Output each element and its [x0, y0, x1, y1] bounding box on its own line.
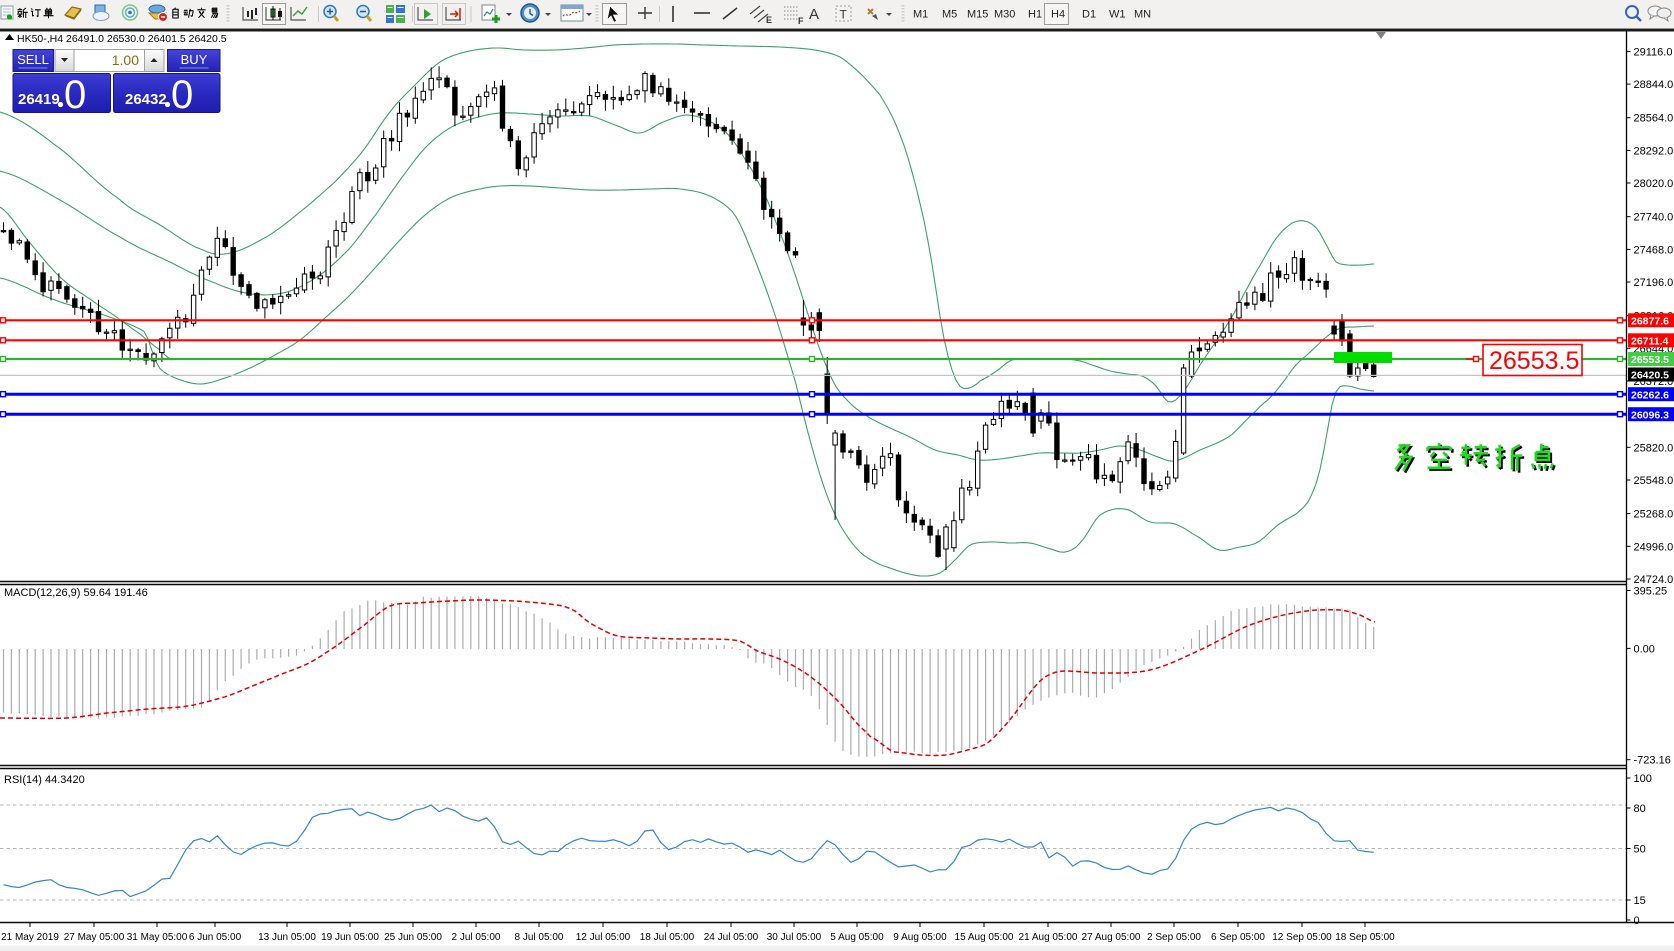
- svg-text:5 Aug 05:00: 5 Aug 05:00: [830, 932, 884, 943]
- svg-text:27196.0: 27196.0: [1634, 277, 1674, 289]
- svg-text:0: 0: [64, 73, 86, 117]
- svg-text:9 Aug 05:00: 9 Aug 05:00: [893, 932, 947, 943]
- svg-text:13 Jun 05:00: 13 Jun 05:00: [258, 932, 316, 943]
- svg-text:F: F: [798, 16, 804, 26]
- svg-text:24 Jul 05:00: 24 Jul 05:00: [704, 932, 759, 943]
- svg-text:12 Jul 05:00: 12 Jul 05:00: [576, 932, 631, 943]
- svg-text:25 Jun 05:00: 25 Jun 05:00: [384, 932, 442, 943]
- svg-text:29116.0: 29116.0: [1634, 46, 1673, 58]
- svg-text:T: T: [840, 8, 848, 22]
- svg-text:26491.0 26530.0 26401.5 26420.: 26491.0 26530.0 26401.5 26420.5: [66, 33, 227, 45]
- svg-text:M1: M1: [913, 9, 928, 21]
- svg-text:26419: 26419: [18, 91, 60, 108]
- svg-text:21 May 2019: 21 May 2019: [1, 932, 59, 943]
- svg-text:30 Jul 05:00: 30 Jul 05:00: [767, 932, 822, 943]
- svg-text:E: E: [766, 15, 772, 25]
- svg-text:6 Jun 05:00: 6 Jun 05:00: [189, 932, 242, 943]
- svg-text:27 May 05:00: 27 May 05:00: [64, 932, 125, 943]
- svg-text:28292.0: 28292.0: [1634, 145, 1674, 157]
- svg-text:0: 0: [171, 73, 193, 117]
- svg-text:26096.3: 26096.3: [1631, 409, 1669, 421]
- svg-text:0.00: 0.00: [1634, 643, 1655, 655]
- svg-text:24996.0: 24996.0: [1634, 541, 1674, 553]
- svg-text:2 Sep 05:00: 2 Sep 05:00: [1147, 932, 1201, 943]
- svg-text:395.25: 395.25: [1634, 586, 1668, 598]
- svg-text:80: 80: [1634, 803, 1646, 815]
- svg-text:26420.5: 26420.5: [1631, 370, 1669, 382]
- svg-text:RSI(14) 44.3420: RSI(14) 44.3420: [4, 774, 85, 786]
- svg-text:26262.6: 26262.6: [1631, 389, 1669, 401]
- svg-text:SELL: SELL: [17, 52, 49, 67]
- svg-text:MN: MN: [1134, 9, 1151, 21]
- svg-text:25548.0: 25548.0: [1634, 475, 1674, 487]
- svg-text:100: 100: [1634, 773, 1652, 785]
- svg-text:6 Sep 05:00: 6 Sep 05:00: [1211, 932, 1265, 943]
- svg-text:19 Jun 05:00: 19 Jun 05:00: [321, 932, 379, 943]
- svg-text:25820.0: 25820.0: [1634, 442, 1674, 454]
- svg-text:25268.0: 25268.0: [1634, 509, 1674, 521]
- svg-text:1.00: 1.00: [112, 52, 139, 68]
- svg-text:0: 0: [1634, 915, 1640, 927]
- svg-text:26432: 26432: [125, 91, 167, 108]
- svg-text:28844.0: 28844.0: [1634, 79, 1674, 91]
- svg-text:8 Jul 05:00: 8 Jul 05:00: [515, 932, 564, 943]
- svg-text:26553.5: 26553.5: [1631, 354, 1669, 366]
- svg-text:15: 15: [1634, 895, 1646, 907]
- svg-text:W1: W1: [1109, 9, 1126, 21]
- svg-text:27 Aug 05:00: 27 Aug 05:00: [1082, 932, 1141, 943]
- svg-text:18 Jul 05:00: 18 Jul 05:00: [640, 932, 695, 943]
- svg-text:D1: D1: [1082, 9, 1096, 21]
- svg-text:H4: H4: [1051, 9, 1065, 21]
- svg-text:-723.16: -723.16: [1634, 755, 1671, 767]
- svg-text:A: A: [809, 6, 819, 23]
- svg-text:M5: M5: [942, 9, 957, 21]
- svg-text:50: 50: [1634, 844, 1646, 856]
- svg-text:HK50-,H4: HK50-,H4: [17, 33, 63, 45]
- svg-text:26711.4: 26711.4: [1631, 336, 1669, 348]
- svg-text:26877.6: 26877.6: [1631, 316, 1669, 328]
- svg-text:MACD(12,26,9) 59.64 191.46: MACD(12,26,9) 59.64 191.46: [4, 587, 148, 599]
- svg-text:27468.0: 27468.0: [1634, 244, 1674, 256]
- svg-text:M30: M30: [994, 9, 1015, 21]
- svg-text:21 Aug 05:00: 21 Aug 05:00: [1019, 932, 1078, 943]
- svg-text:24724.0: 24724.0: [1634, 574, 1674, 586]
- svg-text:28020.0: 28020.0: [1634, 178, 1674, 190]
- svg-text:BUY: BUY: [181, 52, 208, 67]
- svg-text:H1: H1: [1028, 9, 1042, 21]
- svg-text:18 Sep 05:00: 18 Sep 05:00: [1335, 932, 1395, 943]
- svg-text:12 Sep 05:00: 12 Sep 05:00: [1272, 932, 1332, 943]
- svg-text:31 May 05:00: 31 May 05:00: [127, 932, 188, 943]
- svg-text:M15: M15: [967, 9, 988, 21]
- svg-text:27740.0: 27740.0: [1634, 212, 1674, 224]
- svg-text:2 Jul 05:00: 2 Jul 05:00: [452, 932, 501, 943]
- svg-text:28564.0: 28564.0: [1634, 113, 1674, 125]
- svg-text:26553.5: 26553.5: [1489, 347, 1579, 375]
- svg-text:15 Aug 05:00: 15 Aug 05:00: [955, 932, 1014, 943]
